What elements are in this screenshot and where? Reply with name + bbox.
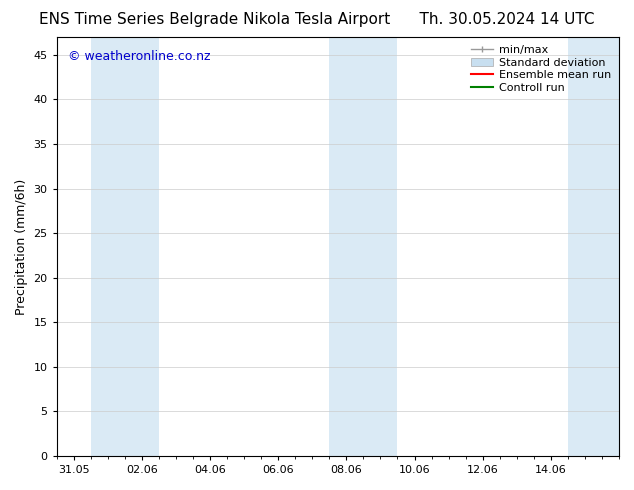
Text: ENS Time Series Belgrade Nikola Tesla Airport      Th. 30.05.2024 14 UTC: ENS Time Series Belgrade Nikola Tesla Ai… — [39, 12, 595, 27]
Bar — [329, 37, 398, 456]
Text: © weatheronline.co.nz: © weatheronline.co.nz — [68, 49, 210, 63]
Legend: min/max, Standard deviation, Ensemble mean run, Controll run: min/max, Standard deviation, Ensemble me… — [469, 43, 614, 96]
Y-axis label: Precipitation (mm/6h): Precipitation (mm/6h) — [15, 178, 28, 315]
Bar — [568, 37, 619, 456]
Bar — [91, 37, 159, 456]
